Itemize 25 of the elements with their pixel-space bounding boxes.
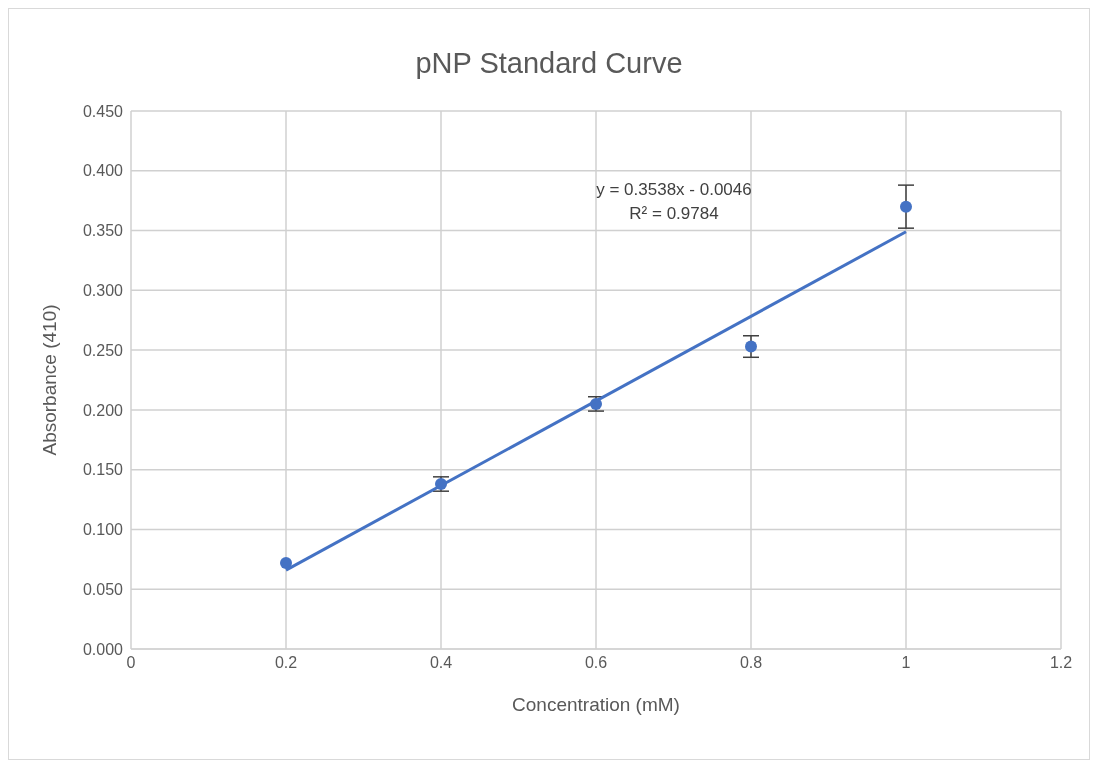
annotation: R² = 0.9784: [628, 204, 720, 224]
y-tick-label: 0.450: [82, 102, 124, 120]
y-tick-label: 0.050: [82, 580, 124, 598]
y-tick-label: 0.200: [82, 401, 124, 419]
y-tick-label: 0.400: [82, 162, 124, 180]
chart-title: pNP Standard Curve: [414, 47, 684, 80]
y-tick-label: 0.250: [82, 341, 124, 359]
y-tick-label: 0.300: [82, 282, 124, 300]
y-tick-label: 0.100: [82, 521, 124, 539]
y-tick-label: 0.000: [82, 640, 124, 658]
x-axis-title: Concentration (mM): [512, 694, 680, 715]
y-tick-label: 0.350: [82, 222, 124, 240]
x-tick-label: 1.2: [1049, 654, 1073, 672]
point: [280, 556, 292, 569]
point: [745, 340, 757, 353]
point: [900, 200, 912, 213]
x-tick-label: 1: [901, 654, 911, 672]
annotation: y = 0.3538x - 0.0046: [595, 180, 753, 200]
x-tick-label: 0.6: [584, 654, 608, 672]
x-tick-label: 0.8: [739, 654, 763, 672]
x-tick-label: 0.4: [429, 654, 453, 672]
y-tick-label: 0.150: [82, 461, 124, 479]
y-axis-title: Absorbance (410): [38, 304, 60, 456]
x-tick-label: 0.2: [274, 654, 298, 672]
x-tick-label: 0: [126, 654, 136, 672]
